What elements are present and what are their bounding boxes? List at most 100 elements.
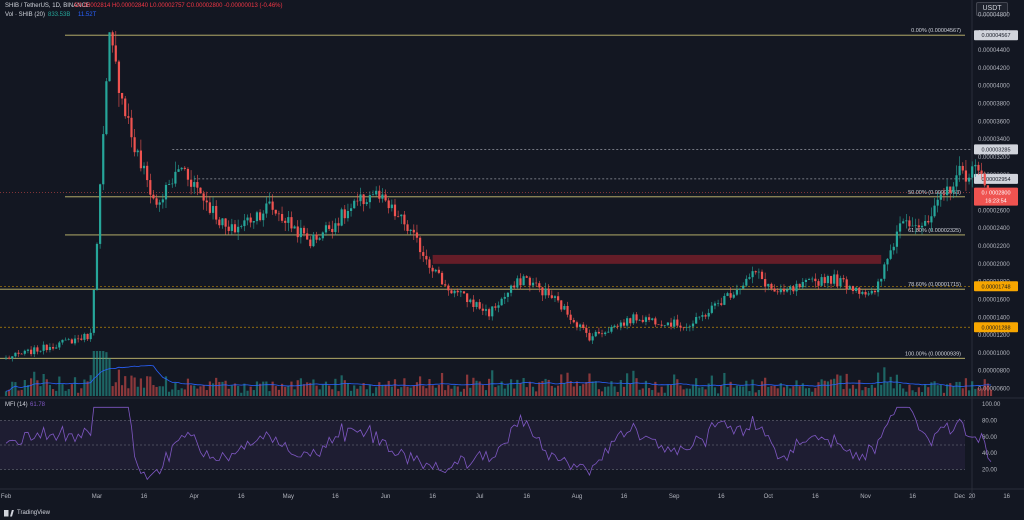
candle xyxy=(168,184,171,185)
candle xyxy=(133,137,136,153)
volume-bar xyxy=(400,387,403,396)
volume-bar xyxy=(83,379,86,396)
volume-bar xyxy=(249,386,252,396)
volume-bar xyxy=(331,389,334,396)
candle xyxy=(707,312,710,317)
candle xyxy=(836,274,839,287)
volume-bar xyxy=(933,381,936,396)
volume-bar xyxy=(487,378,491,396)
candle xyxy=(742,285,745,289)
mfi-tick-label: 100.00 xyxy=(982,402,1001,408)
volume-bar xyxy=(415,382,419,396)
mfi-tick-label: 20.00 xyxy=(982,468,998,474)
volume-bar xyxy=(359,385,362,396)
tradingview-logo: TradingView xyxy=(4,508,50,518)
candle xyxy=(469,299,472,303)
volume-bar xyxy=(946,384,949,396)
volume-bar xyxy=(516,379,519,396)
candle xyxy=(776,291,779,293)
candle xyxy=(252,221,255,223)
candle xyxy=(786,289,789,292)
volume-bar xyxy=(691,384,695,396)
time-axis-label: 20 xyxy=(969,494,976,500)
volume-bar xyxy=(760,381,764,396)
price-badge-text: 0.00003285 xyxy=(981,147,1010,153)
candle xyxy=(246,217,249,221)
price-tick-label: 0.00001200 xyxy=(978,333,1010,339)
candle xyxy=(459,291,462,293)
volume-bar xyxy=(817,382,820,396)
price-badge-text: 0.00002954 xyxy=(981,177,1010,183)
candle xyxy=(716,303,720,304)
candle xyxy=(845,279,848,290)
candle xyxy=(657,324,660,326)
candle xyxy=(221,218,224,226)
candle xyxy=(560,300,563,310)
volume-bar xyxy=(629,383,632,396)
volume-bar xyxy=(218,381,221,396)
volume-bar xyxy=(437,384,441,396)
volume-bar xyxy=(566,372,569,396)
volume-bar xyxy=(952,386,955,396)
volume-bar xyxy=(902,388,905,396)
volume-bar xyxy=(676,379,679,396)
volume-label[interactable]: Vol · SHIB (20) xyxy=(5,12,46,18)
candle xyxy=(55,347,58,349)
mfi-value: 61.78 xyxy=(30,402,46,408)
candle xyxy=(958,165,961,176)
volume-bar xyxy=(155,386,158,396)
volume-bar xyxy=(600,391,604,396)
volume-bar xyxy=(811,391,814,396)
candle xyxy=(353,200,356,209)
candle xyxy=(839,278,842,287)
candle xyxy=(971,166,974,178)
candle xyxy=(613,325,616,327)
volume-bar xyxy=(911,390,914,396)
candle xyxy=(823,277,826,284)
candle xyxy=(597,331,600,334)
volume-bar xyxy=(39,386,42,396)
candle xyxy=(651,318,654,320)
volume-bar xyxy=(842,389,845,396)
volume-bar xyxy=(268,391,271,396)
candle xyxy=(102,134,105,185)
candle xyxy=(158,202,161,205)
volume-bar xyxy=(870,384,873,396)
volume-bar xyxy=(509,379,513,396)
fib-level-label: 0.00% (0.00004567) xyxy=(911,28,961,34)
candle xyxy=(949,186,952,193)
candle xyxy=(848,286,851,290)
candle xyxy=(695,317,698,324)
volume-bar xyxy=(466,374,469,396)
symbol-title[interactable]: SHIB / TetherUS, 1D, BINANCE xyxy=(5,3,90,9)
volume-bar xyxy=(889,376,892,396)
price-tick-label: 0.00002600 xyxy=(978,208,1010,214)
volume-bar xyxy=(472,377,475,396)
mfi-label[interactable]: MFI (14) xyxy=(5,402,28,408)
candle xyxy=(748,277,751,279)
volume-bar xyxy=(732,387,735,396)
volume-bar xyxy=(754,392,757,396)
candle xyxy=(525,276,528,278)
volume-bar xyxy=(782,387,786,396)
time-axis-label: May xyxy=(283,494,294,500)
volume-bar xyxy=(337,391,340,396)
candle xyxy=(795,283,798,292)
volume-bar xyxy=(287,385,290,396)
volume-bar xyxy=(73,377,77,396)
volume-bar xyxy=(980,388,983,396)
currency-button[interactable]: USDT xyxy=(976,2,1008,16)
candle xyxy=(293,226,296,229)
candle xyxy=(61,339,64,343)
price-tick-label: 0.00003800 xyxy=(978,102,1010,108)
candle xyxy=(99,184,102,244)
price-tick-label: 0.00004000 xyxy=(978,84,1010,90)
candle xyxy=(406,224,409,231)
volume-bar xyxy=(334,378,337,396)
volume-bar xyxy=(983,379,986,396)
candle xyxy=(243,220,246,227)
time-axis-label: 16 xyxy=(141,494,148,500)
candle xyxy=(180,167,183,170)
candle xyxy=(218,219,221,226)
